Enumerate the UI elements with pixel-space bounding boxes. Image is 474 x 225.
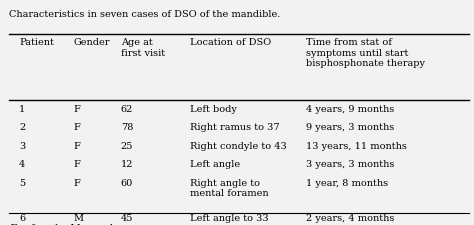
- Text: F = female; M = male.: F = female; M = male.: [9, 223, 122, 225]
- Text: F: F: [73, 141, 81, 150]
- Text: 78: 78: [121, 123, 133, 132]
- Text: Characteristics in seven cases of DSO of the mandible.: Characteristics in seven cases of DSO of…: [9, 10, 281, 19]
- Text: Patient: Patient: [19, 38, 54, 47]
- Text: Right condyle to 43: Right condyle to 43: [190, 141, 286, 150]
- Text: Left body: Left body: [190, 104, 237, 113]
- Text: M: M: [73, 213, 83, 222]
- Text: Gender: Gender: [73, 38, 110, 47]
- Text: 6: 6: [19, 213, 25, 222]
- Text: 45: 45: [121, 213, 133, 222]
- Text: Left angle to 33: Left angle to 33: [190, 213, 268, 222]
- Text: 2: 2: [19, 123, 25, 132]
- Text: Time from stat of
symptoms until start
bisphosphonate therapy: Time from stat of symptoms until start b…: [306, 38, 425, 68]
- Text: 12: 12: [121, 160, 133, 169]
- Text: 1: 1: [19, 104, 25, 113]
- Text: 4 years, 9 months: 4 years, 9 months: [306, 104, 394, 113]
- Text: 25: 25: [121, 141, 133, 150]
- Text: F: F: [73, 123, 81, 132]
- Text: 60: 60: [121, 178, 133, 187]
- Text: Right ramus to 37: Right ramus to 37: [190, 123, 279, 132]
- Text: F: F: [73, 160, 81, 169]
- Text: 4: 4: [19, 160, 25, 169]
- Text: F: F: [73, 104, 81, 113]
- Text: 13 years, 11 months: 13 years, 11 months: [306, 141, 407, 150]
- Text: F: F: [73, 178, 81, 187]
- Text: 1 year, 8 months: 1 year, 8 months: [306, 178, 388, 187]
- Text: 3: 3: [19, 141, 25, 150]
- Text: 9 years, 3 months: 9 years, 3 months: [306, 123, 394, 132]
- Text: Age at
first visit: Age at first visit: [121, 38, 165, 58]
- Text: Right angle to
mental foramen: Right angle to mental foramen: [190, 178, 268, 197]
- Text: 2 years, 4 months: 2 years, 4 months: [306, 213, 394, 222]
- Text: 5: 5: [19, 178, 25, 187]
- Text: Left angle: Left angle: [190, 160, 240, 169]
- Text: Location of DSO: Location of DSO: [190, 38, 271, 47]
- Text: 62: 62: [121, 104, 133, 113]
- Text: 3 years, 3 months: 3 years, 3 months: [306, 160, 394, 169]
